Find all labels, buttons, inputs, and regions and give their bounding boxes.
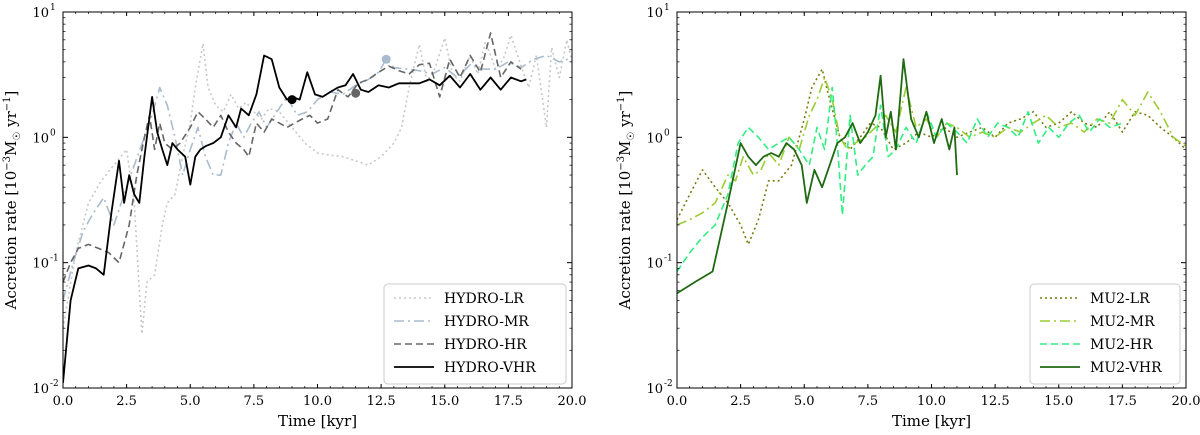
right-legend-label: MU2-HR xyxy=(1090,337,1153,353)
left-chart-panel: 0.0 2.5 5.0 7.5 10.0 12.5 15.0 17.5 20.010-210-1… xyxy=(2,3,586,430)
left-series-line-hydro-hr xyxy=(63,32,522,283)
right-legend-box xyxy=(1029,283,1181,385)
right-xtick-label: 0.0 xyxy=(667,394,688,409)
left-y-axis-label-part: M xyxy=(2,141,20,156)
right-xtick-label: 10.0 xyxy=(917,394,946,409)
left-y-axis-label-part: ☉ xyxy=(12,132,23,141)
left-legend-label: HYDRO-LR xyxy=(444,291,524,307)
right-y-axis-label-part: yr xyxy=(616,110,634,131)
left-ytick-label-exp: 0 xyxy=(50,128,56,138)
left-xtick-label: 5.0 xyxy=(180,394,201,409)
left-ytick-label: 10 xyxy=(32,131,49,146)
right-y-axis-label-part: ☉ xyxy=(626,132,637,141)
left-marker-0 xyxy=(287,95,297,105)
right-ytick-label: 10 xyxy=(646,131,663,146)
right-ytick-label-exp: -1 xyxy=(664,254,673,264)
right-xtick-label: 12.5 xyxy=(981,394,1010,409)
left-xtick-label: 2.5 xyxy=(116,394,137,409)
left-series-group xyxy=(63,32,572,383)
right-y-axis-label-part: ] xyxy=(616,91,634,97)
left-marker-1 xyxy=(351,88,361,98)
left-x-axis-label: Time [kyr] xyxy=(278,412,357,430)
left-xtick-label: 15.0 xyxy=(430,394,459,409)
left-y-axis-label-part: ] xyxy=(2,91,20,97)
left-xtick-label: 0.0 xyxy=(53,394,74,409)
right-y-axis-label-part: −3 xyxy=(616,156,627,171)
left-xtick-label: 12.5 xyxy=(367,394,396,409)
right-legend-label: MU2-MR xyxy=(1090,314,1155,330)
left-ytick-label: 10 xyxy=(32,257,49,272)
right-series-line-mu2-mr xyxy=(677,76,1186,226)
right-y-axis-label-part: −1 xyxy=(616,96,627,111)
right-series-line-mu2-vhr xyxy=(677,58,958,295)
left-ytick-label: 10 xyxy=(32,382,49,397)
left-ytick-label: 10 xyxy=(32,6,49,21)
right-y-axis-label: Accretion rate [10−3M☉ yr−1] xyxy=(616,91,637,311)
right-series-line-mu2-hr xyxy=(677,86,1123,272)
right-ytick-label-exp: 0 xyxy=(664,128,670,138)
right-ytick-label: 10 xyxy=(646,257,663,272)
right-ytick-label-exp: -2 xyxy=(664,379,673,389)
left-xtick-label: 7.5 xyxy=(244,394,265,409)
right-ytick-label: 10 xyxy=(646,6,663,21)
right-ytick-label-exp: 1 xyxy=(664,3,670,13)
left-xtick-label: 17.5 xyxy=(494,394,523,409)
right-series-line-mu2-lr xyxy=(677,68,1186,246)
left-legend-box xyxy=(383,283,567,385)
left-series-line-hydro-vhr xyxy=(63,54,527,383)
right-legend-label: MU2-LR xyxy=(1090,291,1150,307)
left-marker-2 xyxy=(381,54,391,64)
right-y-axis-label-part: Accretion rate [10 xyxy=(616,171,634,311)
right-ytick-label: 10 xyxy=(646,382,663,397)
left-y-axis-label-part: yr xyxy=(2,110,20,131)
left-series-line-hydro-mr xyxy=(63,54,572,301)
left-ytick-label-exp: -1 xyxy=(50,254,59,264)
right-xtick-label: 20.0 xyxy=(1172,394,1200,409)
left-xtick-label: 20.0 xyxy=(558,394,587,409)
left-y-axis-label-part: Accretion rate [10 xyxy=(2,171,20,311)
left-y-axis-label-part: −1 xyxy=(2,96,13,111)
left-y-axis-label: Accretion rate [10−3M☉ yr−1] xyxy=(2,91,23,311)
left-legend-label: HYDRO-MR xyxy=(444,314,529,330)
right-chart-panel: 0.0 2.5 5.0 7.5 10.0 12.5 15.0 17.5 20.010-210-1… xyxy=(616,3,1200,430)
left-legend-label: HYDRO-HR xyxy=(444,337,527,353)
right-xtick-label: 2.5 xyxy=(730,394,751,409)
left-ytick-label-exp: -2 xyxy=(50,379,59,389)
right-series-group xyxy=(677,58,1186,295)
right-xtick-label: 5.0 xyxy=(794,394,815,409)
right-xtick-label: 15.0 xyxy=(1044,394,1073,409)
left-y-axis-label-part: −3 xyxy=(2,156,13,171)
right-xtick-label: 17.5 xyxy=(1108,394,1137,409)
left-xtick-label: 10.0 xyxy=(303,394,332,409)
right-legend-label: MU2-VHR xyxy=(1090,360,1162,376)
right-xtick-label: 7.5 xyxy=(858,394,879,409)
right-y-axis-label-part: M xyxy=(616,141,634,156)
left-ytick-label-exp: 1 xyxy=(50,3,56,13)
left-legend-label: HYDRO-VHR xyxy=(444,360,536,376)
right-x-axis-label: Time [kyr] xyxy=(892,412,971,430)
